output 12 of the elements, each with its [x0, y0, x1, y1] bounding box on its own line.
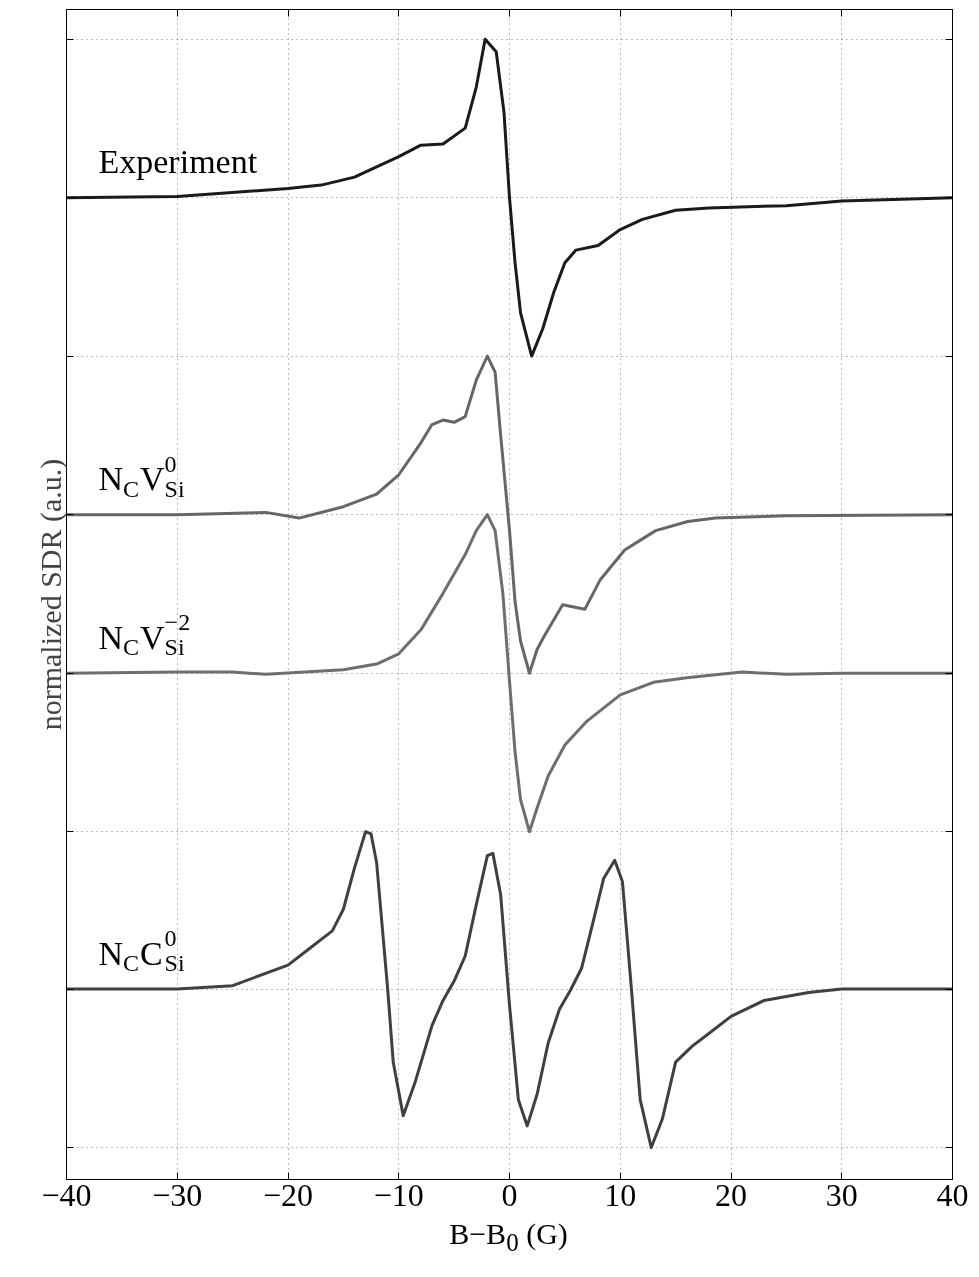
- x-tick-label: −40: [41, 1176, 92, 1213]
- x-tick-label: 30: [825, 1176, 858, 1213]
- x-axis-title: B−B$_{0}$ (G): [448, 1217, 569, 1258]
- x-tick-label: 10: [604, 1176, 637, 1213]
- x-tick-label: −20: [262, 1176, 314, 1213]
- x-tick-label: 0: [501, 1176, 518, 1213]
- x-tick-label: 40: [936, 1176, 969, 1213]
- series-label: Experiment: [98, 143, 258, 181]
- x-tick-label: 20: [715, 1176, 747, 1213]
- x-tick-label: −30: [152, 1176, 203, 1213]
- x-tick-label: −10: [373, 1176, 424, 1213]
- y-axis-title: normalized SDR (a.u.): [33, 458, 68, 731]
